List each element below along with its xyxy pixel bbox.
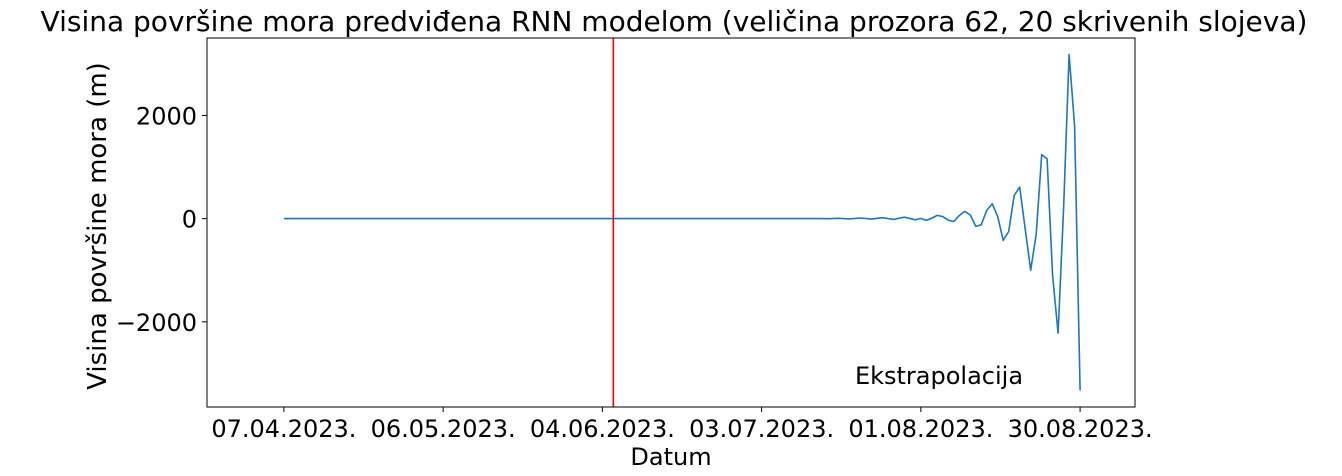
- x-tick-label: 04.06.2023.: [530, 415, 675, 443]
- x-tick-label: 03.07.2023.: [689, 415, 834, 443]
- x-tick-label: 01.08.2023.: [848, 415, 993, 443]
- y-tick-label: 0: [182, 206, 197, 234]
- series-line-0: [283, 53, 1081, 391]
- plot-frame: [206, 37, 1136, 408]
- y-tick-label: 2000: [136, 102, 197, 130]
- x-tick-label: 07.04.2023.: [211, 415, 356, 443]
- annotation-label: Ekstrapolacija: [855, 362, 1023, 390]
- x-axis-label: Datum: [630, 443, 711, 471]
- y-axis-label: Visina površine mora (m): [83, 62, 113, 390]
- chart-title: Visina površine mora predviđena RNN mode…: [41, 5, 1308, 38]
- x-tick-label: 30.08.2023.: [1008, 415, 1153, 443]
- x-tick-label: 06.05.2023.: [371, 415, 516, 443]
- y-tick-label: −2000: [116, 309, 197, 337]
